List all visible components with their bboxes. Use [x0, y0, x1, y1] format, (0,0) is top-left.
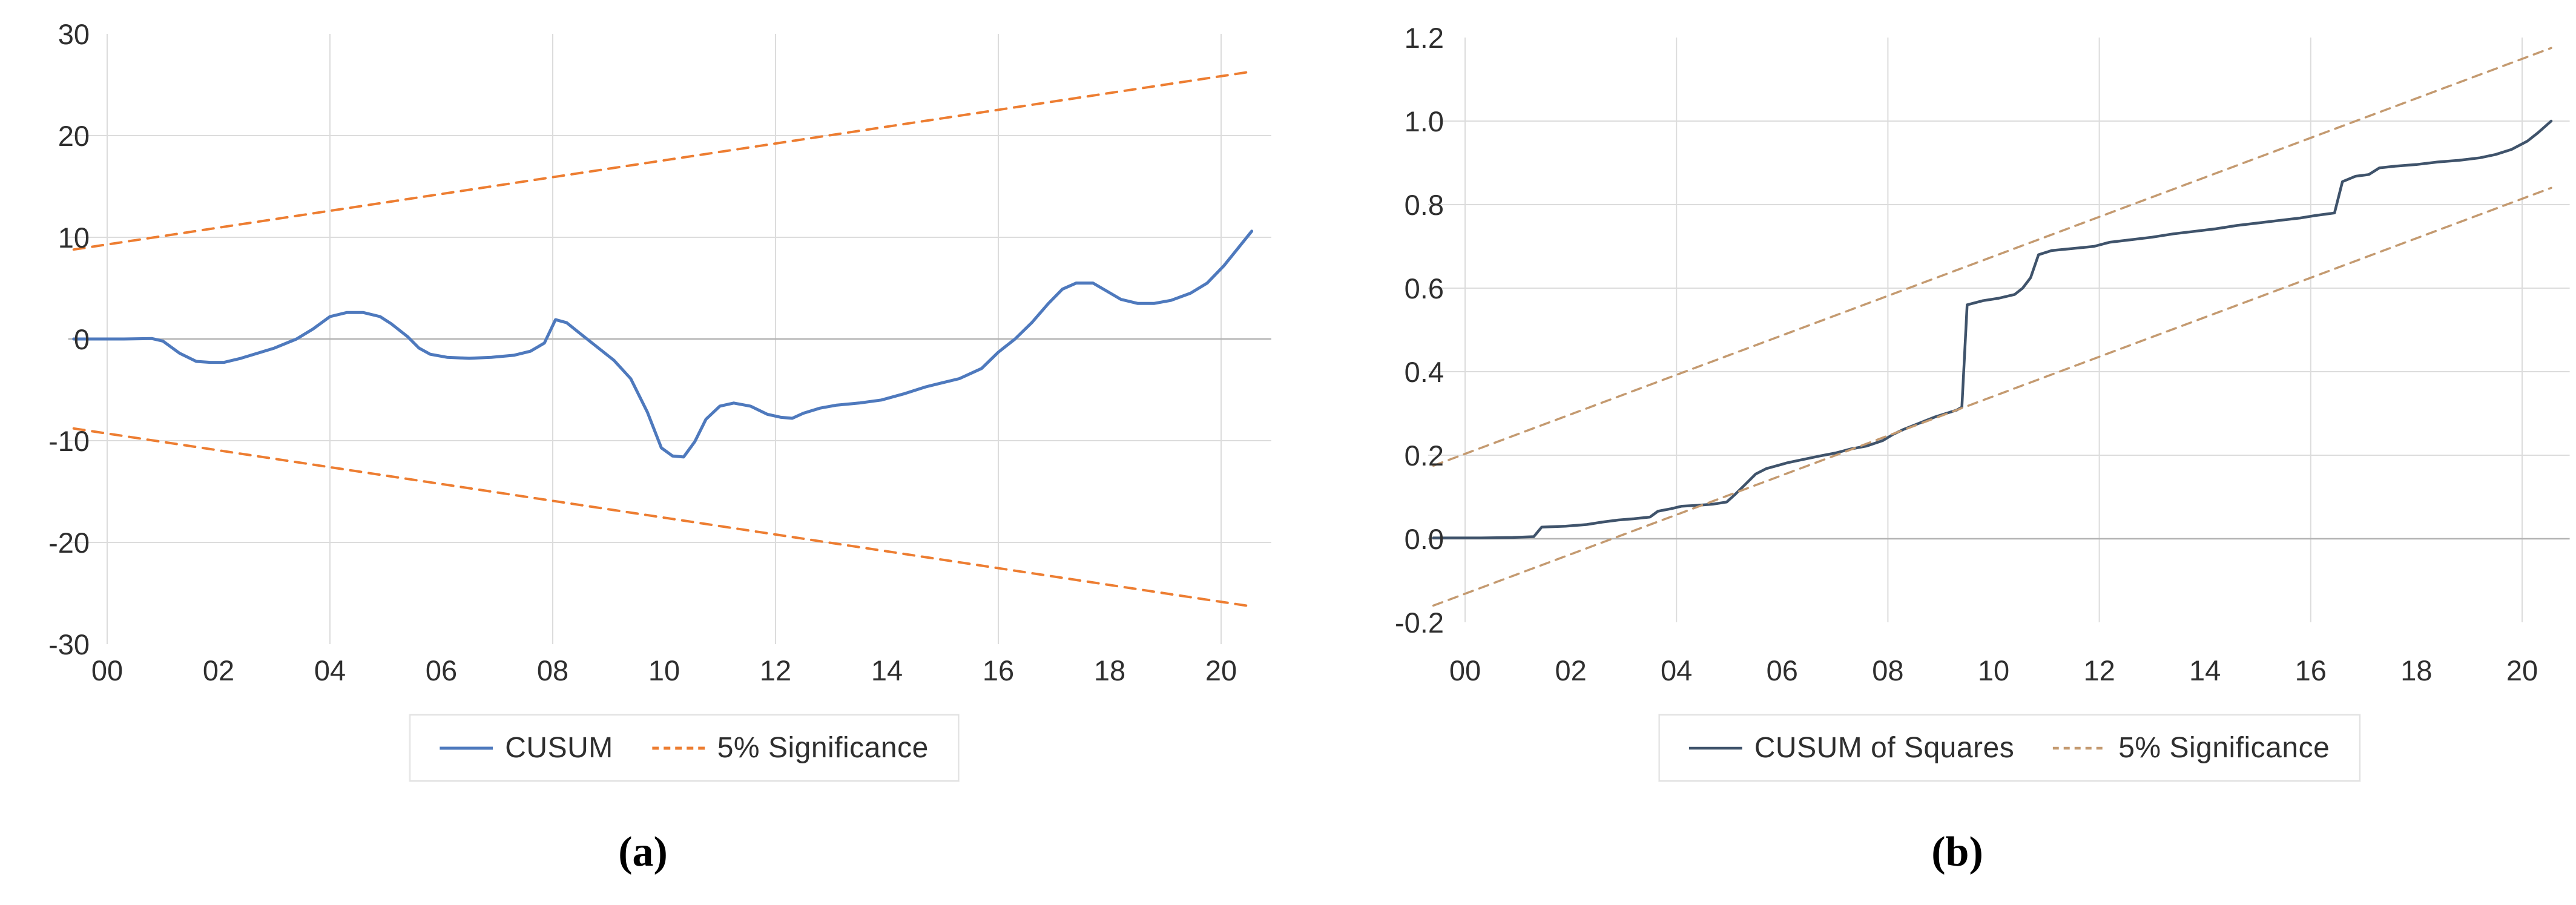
svg-text:0: 0	[74, 323, 90, 355]
svg-text:0.4: 0.4	[1405, 356, 1444, 388]
legend-item-significance: 5% Significance	[651, 731, 929, 765]
svg-text:16: 16	[2295, 654, 2327, 686]
svg-text:-30: -30	[48, 628, 90, 660]
cusum-chart: 00 02 04 06 08 10 12 14 16 18 20 30 20 10 0 -10 -20 -30	[48, 18, 1271, 686]
svg-text:08: 08	[537, 654, 568, 686]
svg-text:14: 14	[2189, 654, 2221, 686]
svg-text:0.6: 0.6	[1405, 272, 1444, 304]
svg-text:08: 08	[1872, 654, 1903, 686]
svg-text:00: 00	[91, 654, 123, 686]
svg-text:10: 10	[58, 222, 90, 254]
solid-line-swatch	[440, 746, 493, 749]
svg-text:1.0: 1.0	[1405, 105, 1444, 137]
panel-b-caption: (b)	[1931, 829, 1983, 875]
cusum-legend: CUSUM 5% Significance	[409, 714, 959, 782]
svg-text:04: 04	[1661, 654, 1692, 686]
svg-text:20: 20	[2506, 654, 2538, 686]
svg-text:0.2: 0.2	[1405, 439, 1444, 472]
svg-text:-10: -10	[48, 425, 90, 457]
svg-text:06: 06	[1767, 654, 1798, 686]
legend-label: CUSUM	[505, 732, 613, 764]
panel-a-caption: (a)	[618, 829, 668, 875]
svg-text:06: 06	[426, 654, 457, 686]
svg-text:-20: -20	[48, 527, 90, 559]
cusum-of-squares-panel: 00 02 04 06 08 10 12 14 16 18 20 1.2 1.0 0.8 0.6 0.4 0.2…	[1288, 0, 2576, 905]
svg-text:-0.2: -0.2	[1395, 607, 1444, 639]
svg-text:10: 10	[1978, 654, 2009, 686]
legend-label: 5% Significance	[2118, 732, 2330, 764]
svg-text:04: 04	[314, 654, 346, 686]
solid-line-swatch	[1688, 746, 1742, 749]
svg-text:30: 30	[58, 18, 90, 50]
svg-text:10: 10	[648, 654, 680, 686]
svg-text:20: 20	[1205, 654, 1237, 686]
svg-text:0.0: 0.0	[1405, 523, 1444, 555]
legend-item-cusum: CUSUM	[440, 731, 613, 765]
legend-label: 5% Significance	[717, 732, 929, 764]
legend-item-cusum-of-squares: CUSUM of Squares	[1688, 731, 2015, 765]
svg-text:12: 12	[2083, 654, 2115, 686]
dashed-line-swatch	[651, 746, 705, 749]
svg-text:18: 18	[1094, 654, 1125, 686]
legend-label: CUSUM of Squares	[1754, 732, 2015, 764]
cusum-of-squares-legend: CUSUM of Squares 5% Significance	[1658, 714, 2360, 782]
svg-text:02: 02	[1555, 654, 1586, 686]
cusum-of-squares-chart: 00 02 04 06 08 10 12 14 16 18 20 1.2 1.0 0.8 0.6 0.4 0.2…	[1395, 22, 2570, 686]
svg-text:1.2: 1.2	[1405, 22, 1444, 54]
svg-text:20: 20	[58, 120, 90, 152]
svg-text:12: 12	[760, 654, 791, 686]
svg-text:00: 00	[1449, 654, 1481, 686]
dashed-line-swatch	[2053, 746, 2107, 749]
svg-text:02: 02	[203, 654, 234, 686]
cusum-panel: 00 02 04 06 08 10 12 14 16 18 20 30 20 10 0 -10 -20 -30 C…	[48, 18, 1271, 875]
svg-text:14: 14	[871, 654, 903, 686]
svg-text:0.8: 0.8	[1405, 189, 1444, 221]
legend-item-significance: 5% Significance	[2053, 731, 2330, 765]
svg-text:16: 16	[983, 654, 1014, 686]
svg-text:18: 18	[2400, 654, 2432, 686]
